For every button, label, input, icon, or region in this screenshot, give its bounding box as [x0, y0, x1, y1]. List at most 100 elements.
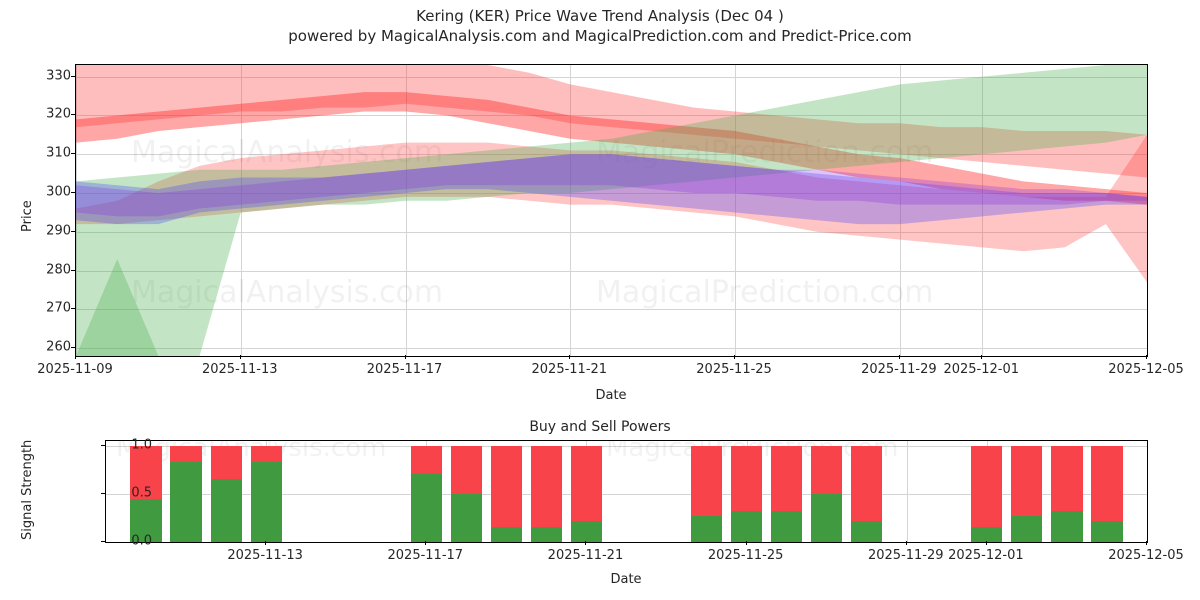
price-x-tick-label: 2025-11-25 — [696, 362, 772, 377]
price-band-upper-red-band — [76, 65, 1147, 178]
price-x-tick-mark — [1146, 355, 1147, 359]
bar-segment-buy — [851, 520, 883, 542]
bar-stack[interactable] — [771, 445, 803, 542]
bars-gridline-v — [1147, 441, 1148, 542]
price-gridline-v — [982, 65, 984, 356]
price-x-tick-mark — [734, 355, 736, 359]
bar-stack[interactable] — [1051, 445, 1083, 542]
bars-x-tick-mark — [745, 541, 747, 545]
bar-segment-sell — [250, 445, 282, 463]
price-x-tick-mark — [404, 355, 406, 359]
price-gridline-h — [76, 76, 1147, 78]
bars-y-tick-mark — [101, 492, 105, 494]
bars-y-tick-mark — [101, 444, 105, 446]
bar-stack[interactable] — [170, 445, 202, 542]
bars-y-tick-label: 0.5 — [131, 485, 152, 501]
bar-segment-buy — [210, 478, 242, 542]
price-y-tick-mark — [71, 230, 75, 232]
bar-segment-sell — [811, 445, 843, 494]
bar-segment-sell — [410, 445, 442, 474]
bars-x-tick-label: 2025-11-13 — [227, 548, 303, 563]
price-gridline-h — [76, 348, 1147, 350]
price-x-tick-label: 2025-11-13 — [201, 362, 278, 377]
bar-segment-buy — [250, 462, 282, 542]
price-y-tick-label: 310 — [46, 145, 71, 161]
price-x-tick-mark — [569, 355, 571, 359]
bars-x-tick-label: 2025-12-01 — [948, 548, 1024, 563]
bars-y-tick-mark — [101, 541, 105, 542]
price-gridline-h — [76, 193, 1147, 195]
price-band-green-notch-band — [76, 259, 1147, 356]
price-gridline-v — [899, 65, 901, 356]
bar-stack[interactable] — [410, 445, 442, 542]
bar-segment-sell — [1091, 445, 1123, 521]
bar-stack[interactable] — [811, 445, 843, 542]
price-y-tick-label: 270 — [46, 300, 71, 316]
bar-stack[interactable] — [250, 445, 282, 542]
bar-stack[interactable] — [731, 445, 763, 542]
bar-segment-sell — [570, 445, 603, 521]
bars-x-tick-mark — [265, 541, 267, 545]
bar-segment-sell — [450, 445, 482, 494]
bars-x-tick-label: 2025-11-21 — [547, 548, 624, 563]
bar-segment-sell — [690, 445, 723, 517]
price-band-purple-band — [76, 154, 1147, 217]
bar-segment-buy — [450, 493, 482, 542]
price-gridline-v — [1147, 65, 1148, 356]
price-x-tick-mark — [75, 355, 76, 359]
bar-segment-buy — [130, 498, 162, 542]
price-band-lower-red-band — [76, 134, 1147, 283]
bar-stack[interactable] — [490, 445, 522, 542]
price-y-tick-label: 290 — [46, 223, 71, 239]
bar-segment-sell — [130, 445, 162, 499]
bar-stack[interactable] — [851, 445, 883, 542]
bar-stack[interactable] — [210, 445, 242, 542]
bar-segment-buy — [1011, 516, 1043, 542]
bars-x-tick-mark — [425, 541, 427, 545]
price-gridline-h — [76, 154, 1147, 156]
price-chart-plot: MagicalAnalysis.comMagicalPrediction.com… — [76, 65, 1147, 356]
bars-gridline-h — [106, 445, 1147, 447]
price-y-tick-mark — [71, 153, 75, 155]
bars-x-tick-label: 2025-11-17 — [387, 548, 464, 563]
title-block: Kering (KER) Price Wave Trend Analysis (… — [0, 6, 1200, 46]
price-y-tick-label: 260 — [46, 339, 71, 355]
price-gridline-h — [76, 115, 1147, 117]
bar-segment-sell — [170, 445, 202, 463]
price-gridline-h — [76, 270, 1147, 272]
bar-stack[interactable] — [450, 445, 482, 542]
price-x-tick-label: 2025-11-17 — [366, 362, 443, 377]
bar-segment-sell — [1011, 445, 1043, 517]
bar-segment-buy — [690, 516, 723, 542]
bars-x-tick-label: 2025-11-25 — [707, 548, 784, 563]
bar-stack[interactable] — [1091, 445, 1123, 542]
price-y-tick-label: 280 — [46, 262, 71, 278]
price-x-tick-mark — [981, 355, 983, 359]
bar-stack[interactable] — [1011, 445, 1043, 542]
price-band-green-band — [76, 65, 1147, 356]
bar-segment-buy — [811, 493, 843, 542]
bars-x-tick-mark — [1146, 541, 1147, 545]
bars-chart-title: Buy and Sell Powers — [529, 419, 671, 435]
price-y-tick-label: 320 — [46, 106, 71, 122]
price-x-tick-label: 2025-12-05 — [1108, 362, 1184, 377]
bar-segment-sell — [771, 445, 803, 512]
price-x-tick-label: 2025-11-09 — [37, 362, 113, 377]
bar-stack[interactable] — [530, 445, 563, 542]
price-y-tick-mark — [71, 308, 75, 310]
price-gridline-v — [405, 65, 407, 356]
bar-stack[interactable] — [570, 445, 603, 542]
bar-segment-buy — [1091, 520, 1123, 542]
page-subtitle: powered by MagicalAnalysis.com and Magic… — [288, 27, 912, 45]
price-x-tick-label: 2025-11-29 — [861, 362, 937, 377]
bar-stack[interactable] — [690, 445, 723, 542]
bar-segment-buy — [731, 511, 763, 542]
price-x-axis-label: Date — [595, 388, 627, 403]
bar-segment-buy — [530, 526, 563, 542]
bars-y-axis-label: Signal Strength — [20, 439, 35, 540]
bar-stack[interactable] — [971, 445, 1003, 542]
bar-stack[interactable] — [130, 445, 162, 542]
